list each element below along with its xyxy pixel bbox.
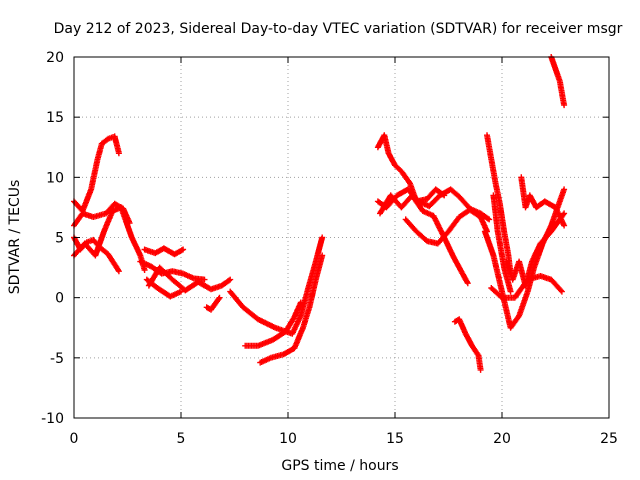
series-track-8	[143, 276, 184, 300]
series-markers	[203, 294, 223, 313]
series-track-5	[141, 245, 187, 258]
series-track-24	[548, 54, 568, 109]
series-markers	[242, 299, 304, 349]
y-axis-label: SDTVAR / TECUs	[7, 180, 23, 295]
series-markers	[548, 54, 568, 109]
y-tick-label: 20	[46, 50, 64, 66]
y-tick-label: 0	[55, 291, 64, 307]
chart-title: Day 212 of 2023, Sidereal Day-to-day VTE…	[54, 21, 623, 37]
series-track-19	[490, 192, 514, 295]
y-tick-label: -5	[50, 351, 64, 367]
x-tick-label: 5	[177, 431, 186, 447]
series-markers	[451, 316, 484, 373]
series-markers	[143, 276, 184, 300]
series-track-9	[203, 294, 223, 313]
axis-ticks: 0 5 10 15 20 25 -10 -5 0 5 10 15 20	[41, 50, 618, 447]
y-tick-label: -10	[41, 411, 64, 427]
series-markers	[257, 252, 326, 366]
series-markers	[402, 206, 490, 247]
x-tick-label: 15	[386, 431, 404, 447]
series-track-7	[145, 264, 234, 294]
y-tick-label: 15	[46, 110, 64, 126]
y-tick-label: 5	[55, 231, 64, 247]
y-tick-label: 10	[46, 170, 64, 186]
series-track-17	[451, 316, 484, 373]
series-markers	[227, 234, 326, 337]
x-tick-label: 10	[279, 431, 297, 447]
series-markers	[145, 264, 234, 294]
series-track-23	[518, 174, 568, 229]
x-tick-label: 0	[70, 431, 79, 447]
x-axis-label: GPS time / hours	[281, 458, 398, 474]
series-markers	[503, 210, 568, 289]
series-markers	[518, 174, 568, 229]
series-markers	[484, 132, 514, 277]
series-markers	[141, 245, 187, 258]
series-track-12	[257, 252, 326, 366]
series-track-11	[242, 299, 304, 349]
series-track-18	[484, 132, 514, 277]
x-tick-label: 20	[493, 431, 511, 447]
series-track-10	[227, 234, 326, 337]
x-tick-label: 25	[600, 431, 618, 447]
grid	[74, 57, 609, 418]
series-track-16	[402, 206, 490, 247]
series-track-22	[503, 210, 568, 289]
series-markers	[490, 192, 514, 295]
data-series	[71, 54, 568, 373]
